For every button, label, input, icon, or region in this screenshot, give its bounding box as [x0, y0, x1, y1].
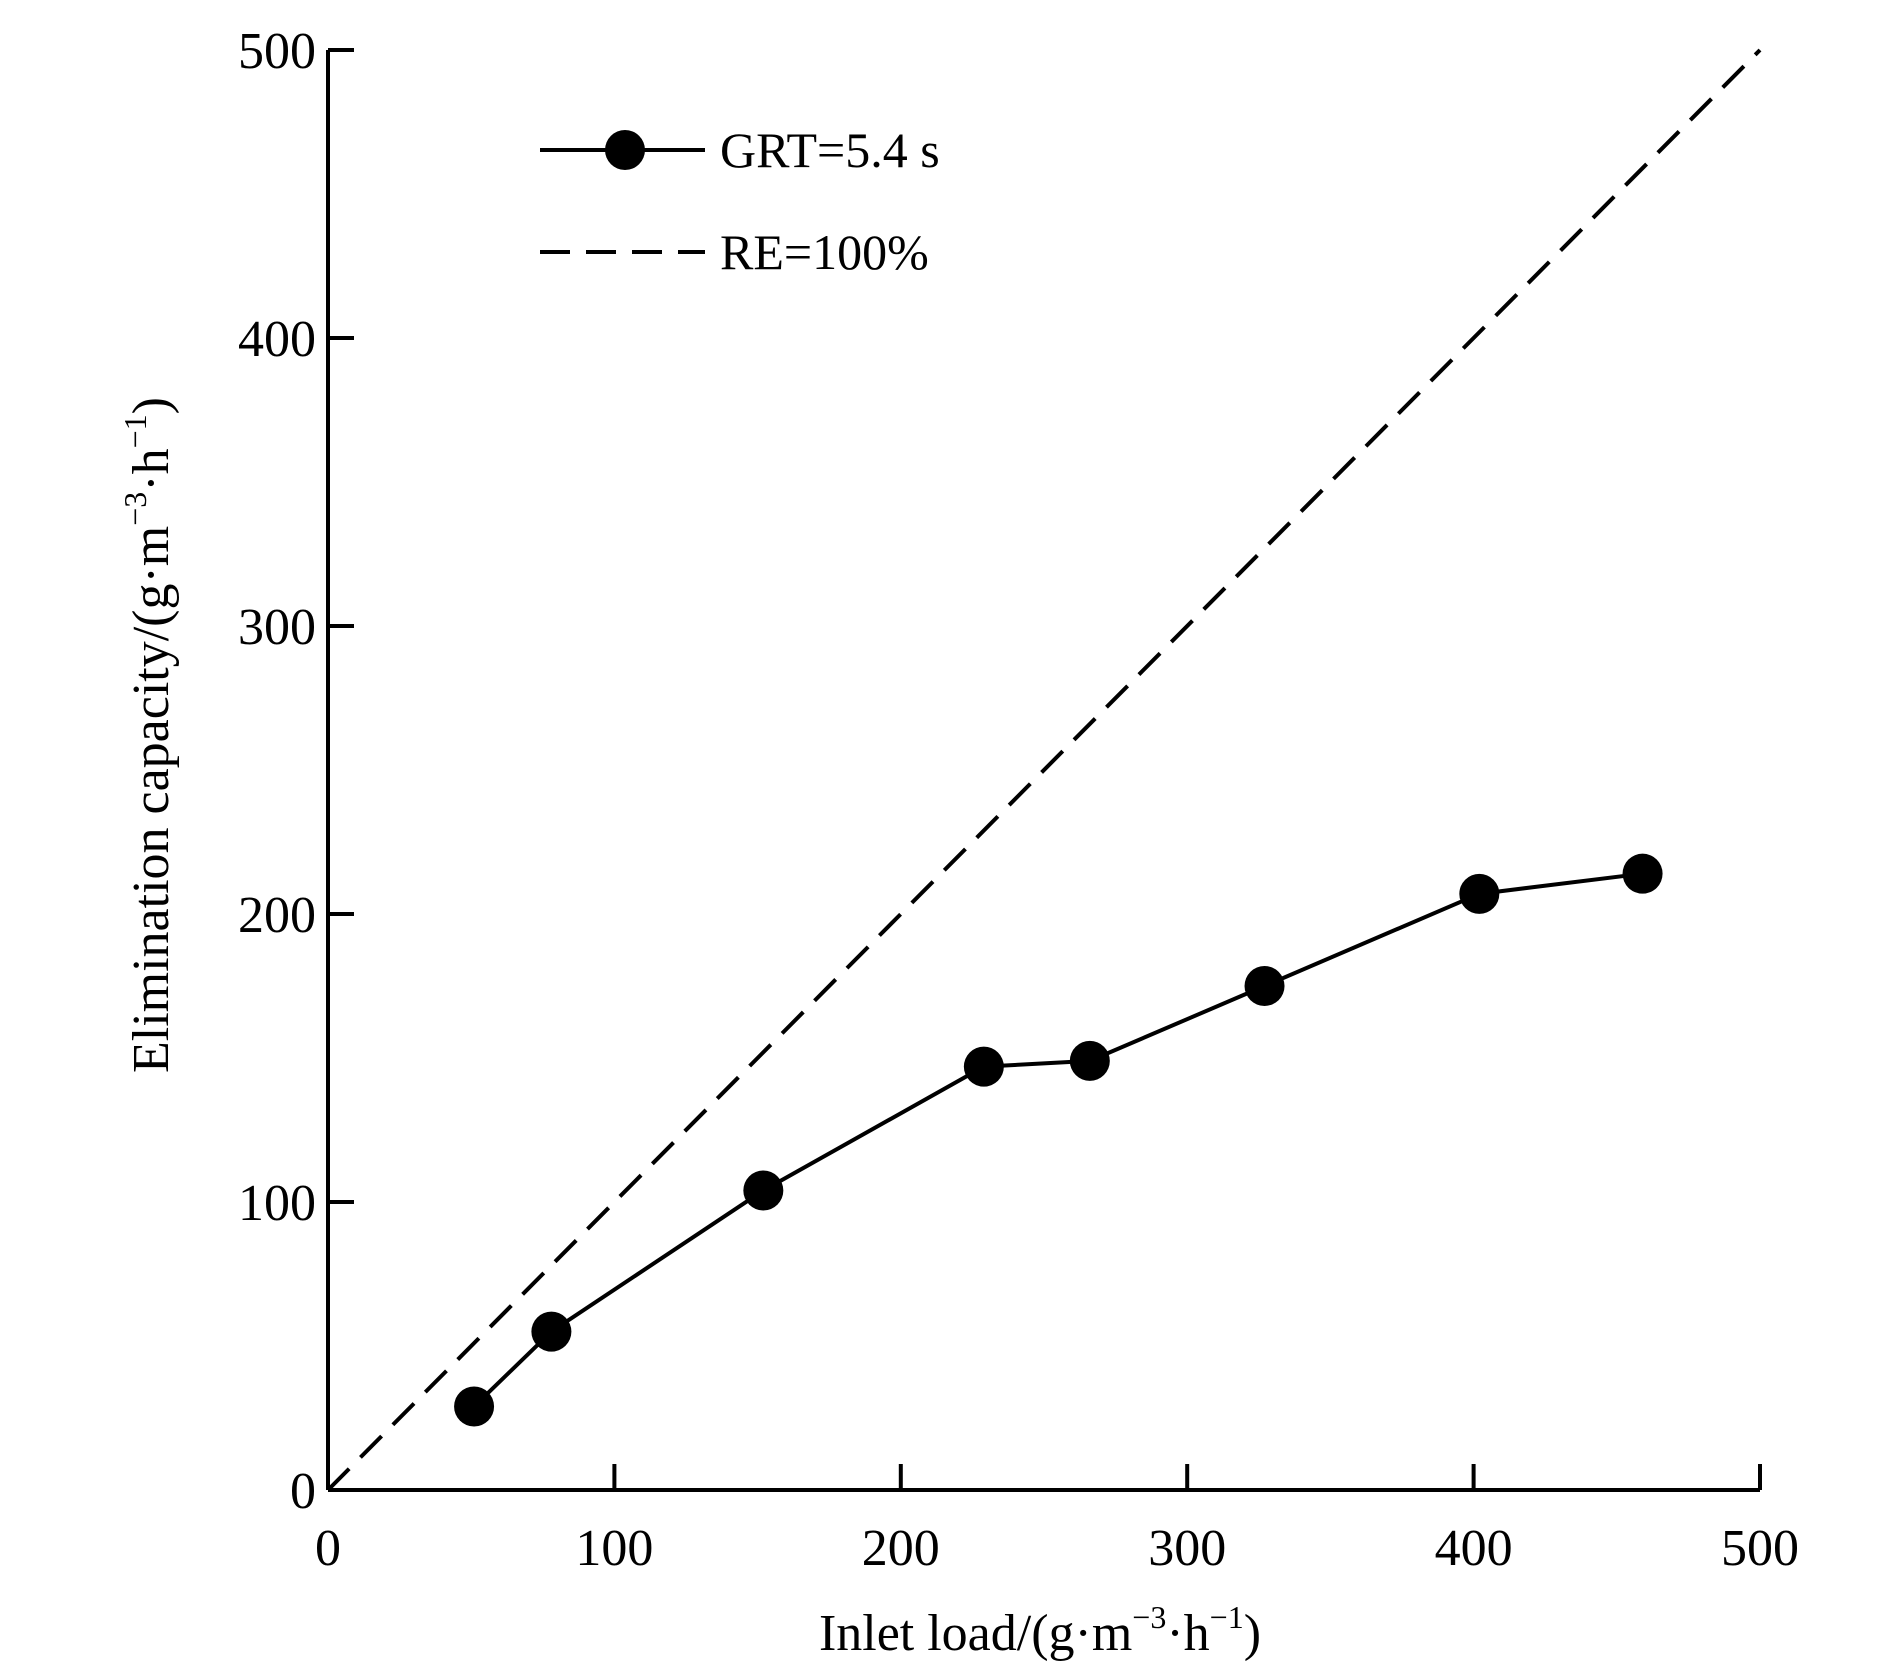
y-tick-label: 200 — [238, 887, 316, 944]
series-layer — [326, 48, 1762, 1492]
y-ticks: 0 100 200 300 400 500 — [238, 23, 354, 1520]
axes — [326, 50, 1760, 1492]
legend-grt-marker — [605, 130, 645, 170]
data-point — [1459, 873, 1500, 914]
y-tick-label: 400 — [238, 311, 316, 368]
data-point — [1069, 1040, 1110, 1081]
data-point — [1244, 966, 1285, 1006]
x-axis-title: Inlet load/(g·m−3·h−1) — [819, 1599, 1261, 1662]
data-point — [454, 1386, 495, 1427]
legend-grt-label: GRT=5.4 s — [720, 122, 940, 178]
y-axis-title: Elimination capacity/(g·m−3·h−1) — [117, 397, 180, 1073]
x-tick-label: 500 — [1721, 1520, 1799, 1577]
data-point — [743, 1170, 784, 1211]
x-tick-label: 300 — [1148, 1520, 1226, 1577]
data-point — [1622, 853, 1663, 894]
y-tick-label: 100 — [238, 1175, 316, 1232]
series-line-grt-5-4 — [472, 871, 1643, 1408]
series-line-re-100 — [326, 48, 1762, 1492]
legend-re-label: RE=100% — [720, 224, 929, 280]
legend: GRT=5.4 s RE=100% — [540, 122, 940, 280]
data-point — [963, 1046, 1004, 1087]
x-tick-label: 0 — [315, 1520, 341, 1577]
data-point — [531, 1311, 572, 1352]
y-tick-label: 300 — [238, 599, 316, 656]
x-ticks: 0 100 200 300 400 500 — [315, 1464, 1799, 1577]
y-tick-label: 0 — [290, 1463, 316, 1520]
x-tick-label: 400 — [1435, 1520, 1513, 1577]
y-tick-label: 500 — [238, 23, 316, 80]
x-tick-label: 100 — [575, 1520, 653, 1577]
x-tick-label: 200 — [862, 1520, 940, 1577]
